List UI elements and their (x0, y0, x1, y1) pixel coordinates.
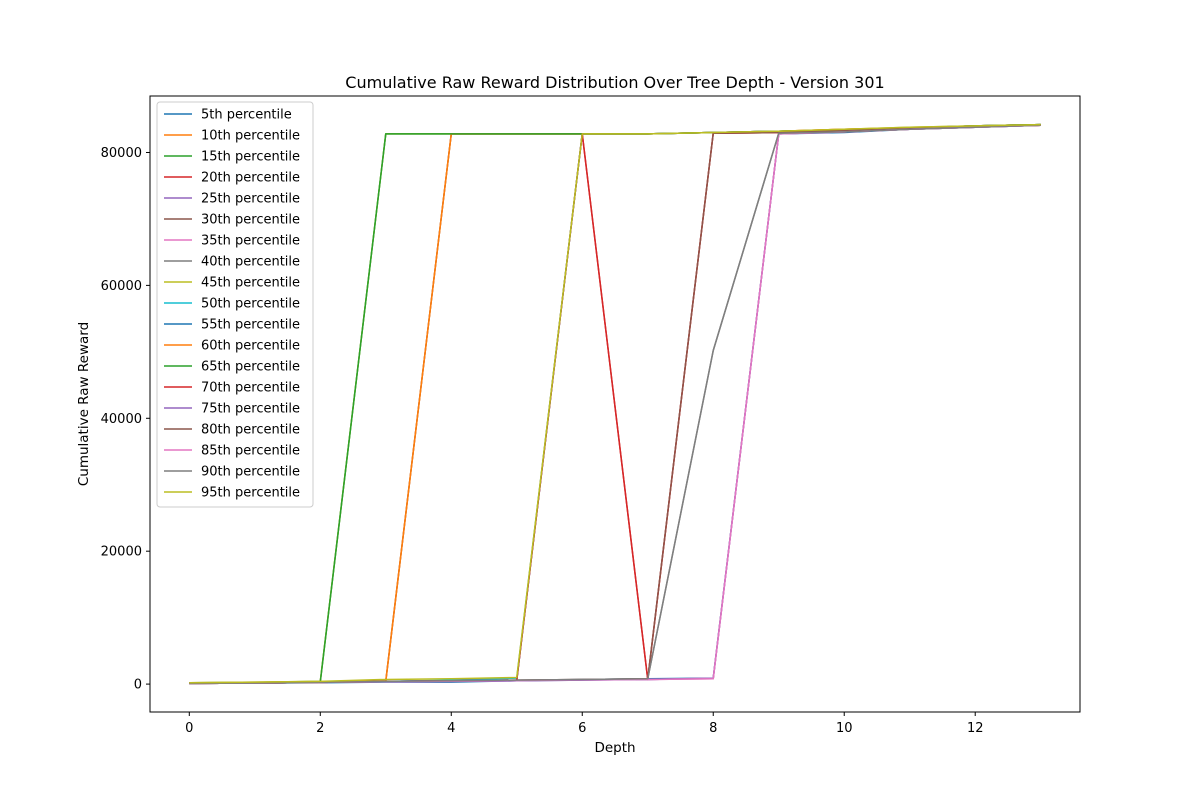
legend-label: 60th percentile (201, 339, 300, 354)
y-tick-label: 0 (134, 678, 142, 693)
x-tick-label: 10 (836, 721, 853, 736)
plot-frame (149, 95, 1081, 713)
legend-label: 65th percentile (201, 360, 300, 375)
y-tick-label: 60000 (101, 279, 142, 294)
legend-label: 30th percentile (201, 213, 300, 228)
plot-lines (189, 123, 1041, 685)
legend-label: 85th percentile (201, 444, 300, 459)
legend-label: 90th percentile (201, 465, 300, 480)
legend-label: 15th percentile (201, 150, 300, 165)
y-tick-label: 80000 (101, 146, 142, 161)
legend-label: 35th percentile (201, 234, 300, 249)
legend-label: 45th percentile (201, 276, 300, 291)
chart-title: Cumulative Raw Reward Distribution Over … (345, 73, 884, 92)
legend-label: 70th percentile (201, 381, 300, 396)
y-tick-label: 20000 (101, 545, 142, 560)
x-tick-label: 12 (967, 721, 984, 736)
legend-label: 55th percentile (201, 318, 300, 333)
legend-label: 80th percentile (201, 423, 300, 438)
x-tick-label: 4 (447, 721, 455, 736)
legend-label: 40th percentile (201, 255, 300, 270)
series-line-19 (189, 123, 1041, 684)
legend-box (156, 101, 314, 508)
x-axis-ticks: 0 2 4 6 8 10 12 (185, 712, 983, 736)
x-tick-label: 2 (316, 721, 324, 736)
legend-label: 20th percentile (201, 171, 300, 186)
legend-label: 75th percentile (201, 402, 300, 417)
y-axis-ticks: 0 20000 40000 60000 80000 (101, 146, 150, 693)
legend-label: 95th percentile (201, 486, 300, 501)
x-tick-label: 6 (578, 721, 586, 736)
series-line-18 (189, 124, 1041, 685)
x-tick-label: 0 (185, 721, 193, 736)
y-axis-label: Cumulative Raw Reward (76, 322, 92, 486)
legend-label: 50th percentile (201, 297, 300, 312)
legend-label: 5th percentile (201, 108, 292, 123)
legend: 5th percentile 10th percentile 15th percen… (156, 101, 314, 508)
x-axis-label: Depth (594, 740, 635, 756)
legend-label: 10th percentile (201, 129, 300, 144)
y-tick-label: 40000 (101, 412, 142, 427)
legend-label: 25th percentile (201, 192, 300, 207)
x-tick-label: 8 (709, 721, 717, 736)
